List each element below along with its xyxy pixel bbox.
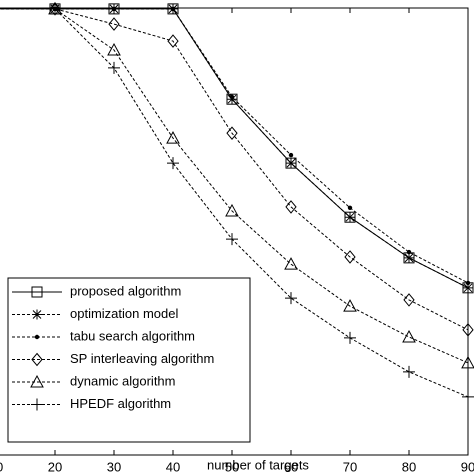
x-tick-label: 20 [48,459,62,474]
marker [406,249,412,255]
marker [288,152,294,158]
x-tick-label: 60 [284,459,298,474]
marker [166,131,180,144]
x-tick-label: 70 [343,459,357,474]
series-line [0,8,469,331]
marker [285,200,297,214]
marker [30,374,44,388]
marker [347,205,353,211]
marker [403,293,415,307]
marker [284,257,298,270]
marker [402,329,416,343]
x-tick-label: 10 [0,459,3,474]
x-tick-label: 90 [461,459,474,474]
marker [31,352,43,367]
marker [286,158,296,169]
marker [404,252,414,263]
legend-label: HPEDF algorithm [70,396,171,411]
marker [170,6,176,12]
marker [344,331,356,344]
marker [167,34,179,48]
marker [403,365,415,378]
marker [31,286,43,298]
series-line [0,8,469,289]
series-line [0,8,469,364]
x-tick-label: 40 [166,459,180,474]
marker [108,61,120,74]
marker [462,323,474,337]
marker [32,309,42,320]
marker [463,282,473,293]
x-axis-label: number of targets [207,457,309,472]
marker [462,390,474,403]
legend-label: dynamic algorithm [70,373,176,388]
marker [226,126,238,140]
x-tick-label: 80 [402,459,416,474]
marker [226,233,238,246]
marker [108,17,120,31]
legend-label: proposed algorithm [70,283,181,298]
marker [227,94,237,105]
marker [229,94,235,100]
series-line [0,8,469,289]
marker [225,203,239,217]
plot-frame [0,7,469,456]
marker [285,292,297,305]
marker [345,212,355,223]
marker [343,299,357,312]
legend-label: optimization model [70,306,178,321]
marker [465,280,471,286]
marker [111,6,117,12]
marker [107,42,121,56]
legend-label: tabu search algorithm [70,328,195,343]
marker [344,250,356,264]
series-line [0,8,469,284]
x-tick-label: 50 [225,459,239,474]
marker [49,2,61,15]
marker [167,157,179,170]
legend-label: SP interleaving algorithm [70,351,214,366]
x-tick-label: 30 [107,459,121,474]
marker [461,355,474,369]
marker [34,334,40,340]
marker [31,398,43,411]
